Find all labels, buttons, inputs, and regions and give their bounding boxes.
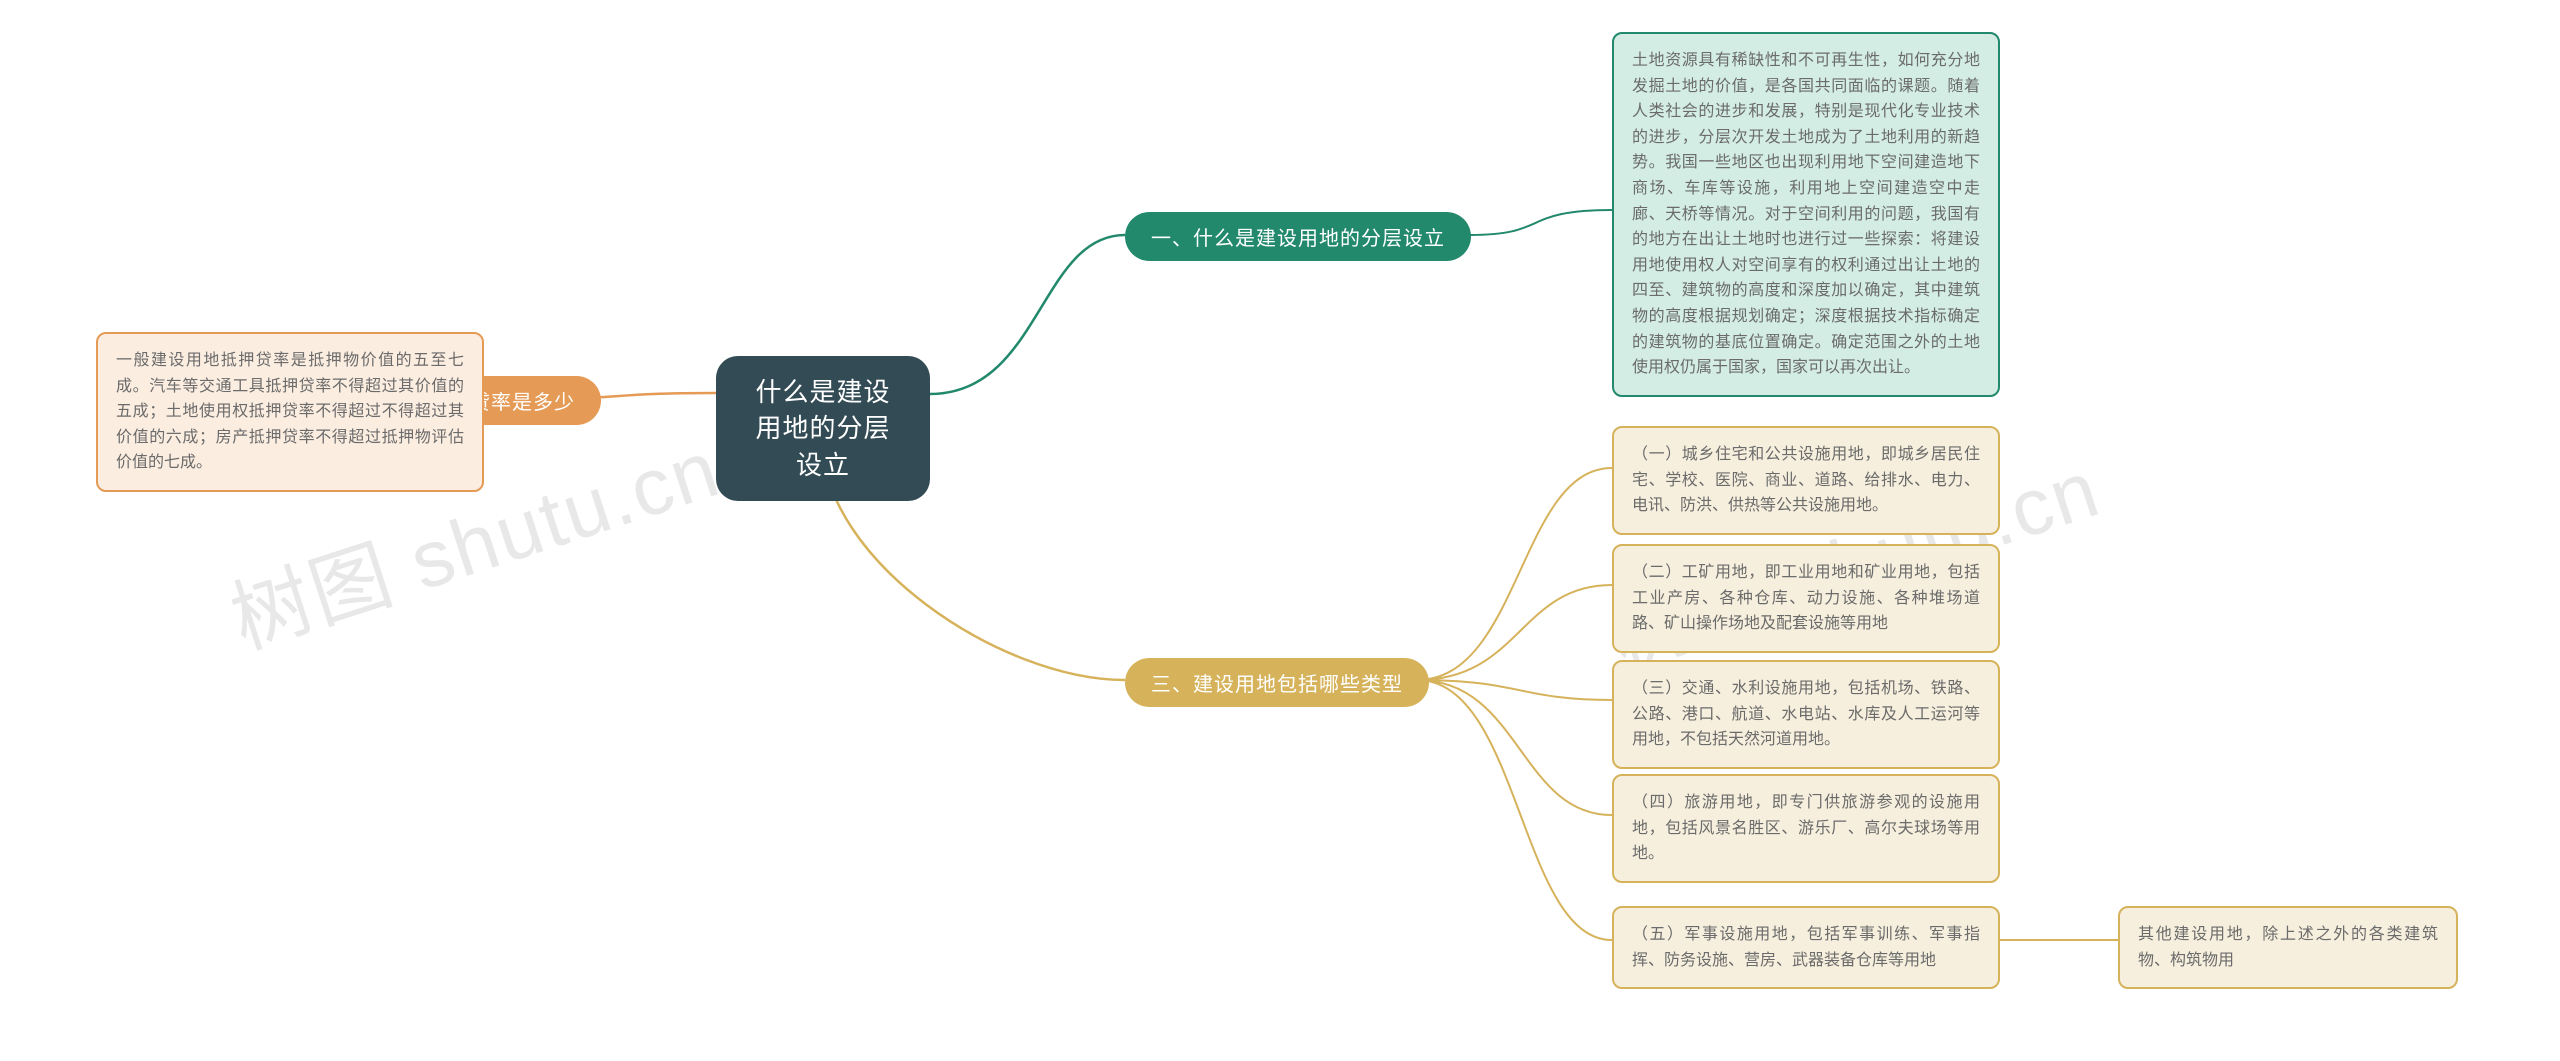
leaf-3e[interactable]: （五）军事设施用地，包括军事训练、军事指挥、防务设施、营房、武器装备仓库等用地 bbox=[1612, 906, 2000, 989]
leaf-2[interactable]: 一般建设用地抵押贷率是抵押物价值的五至七成。汽车等交通工具抵押贷率不得超过其价值… bbox=[96, 332, 484, 492]
root-node[interactable]: 什么是建设用地的分层设立 bbox=[716, 356, 930, 501]
leaf-3d[interactable]: （四）旅游用地，即专门供旅游参观的设施用地，包括风景名胜区、游乐厂、高尔夫球场等… bbox=[1612, 774, 2000, 883]
branch-1[interactable]: 一、什么是建设用地的分层设立 bbox=[1125, 212, 1471, 261]
leaf-3f[interactable]: 其他建设用地，除上述之外的各类建筑物、构筑物用 bbox=[2118, 906, 2458, 989]
leaf-3b[interactable]: （二）工矿用地，即工业用地和矿业用地，包括工业产房、各种仓库、动力设施、各种堆场… bbox=[1612, 544, 2000, 653]
mindmap-canvas: 树图 shutu.cn 树图 shutu.cn 什么是建设用地的分层设立 一、什… bbox=[0, 0, 2560, 1061]
leaf-1[interactable]: 土地资源具有稀缺性和不可再生性，如何充分地发掘土地的价值，是各国共同面临的课题。… bbox=[1612, 32, 2000, 397]
leaf-3c[interactable]: （三）交通、水利设施用地，包括机场、铁路、公路、港口、航道、水电站、水库及人工运… bbox=[1612, 660, 2000, 769]
leaf-3a[interactable]: （一）城乡住宅和公共设施用地，即城乡居民住宅、学校、医院、商业、道路、给排水、电… bbox=[1612, 426, 2000, 535]
branch-3[interactable]: 三、建设用地包括哪些类型 bbox=[1125, 658, 1429, 707]
edge-layer bbox=[0, 0, 2560, 1061]
